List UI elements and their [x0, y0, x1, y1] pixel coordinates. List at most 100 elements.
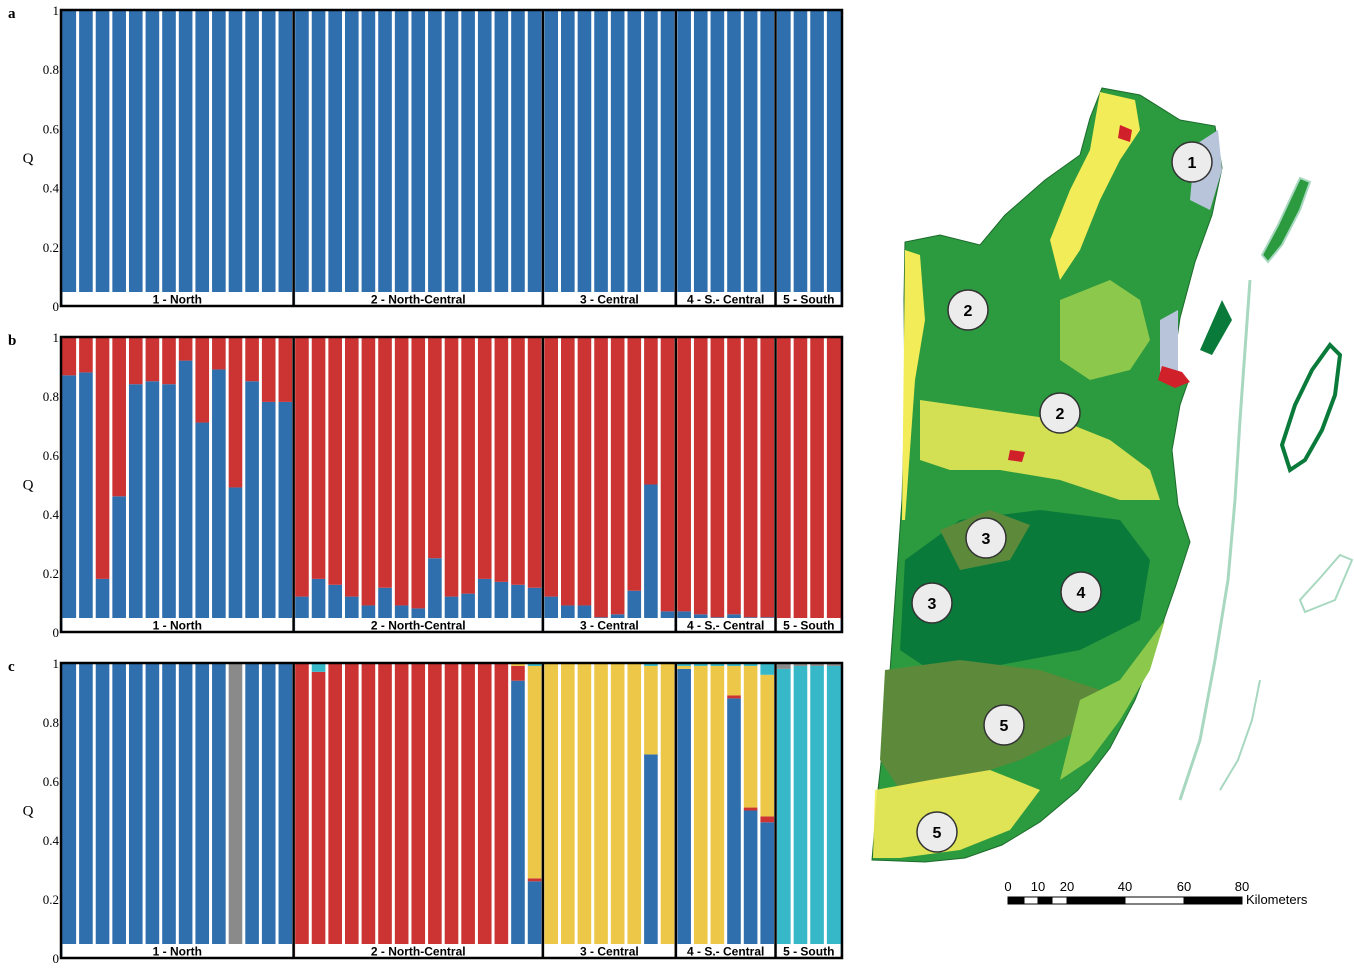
group-label: 5 - South: [783, 945, 834, 959]
bar-segment: [144, 337, 161, 382]
scale-tick-label: 10: [1031, 879, 1045, 894]
bar-segment: [61, 663, 78, 958]
region-marker-label: 1: [1188, 155, 1197, 172]
bar-segment: [310, 10, 327, 306]
bar-segment: [493, 663, 510, 958]
bar-segment: [692, 10, 710, 306]
region-marker-circle: [1039, 392, 1081, 434]
bar-segment: [576, 337, 593, 606]
bar-segment: [509, 10, 527, 306]
bar-segment: [576, 10, 593, 306]
y-tick-label: 0.4: [43, 833, 60, 848]
bar-segment: [459, 663, 477, 958]
bar-segment: [260, 401, 278, 632]
cayes-and-reef: [1178, 176, 1354, 801]
bar-segment: [775, 663, 793, 669]
scale-tick-label: 60: [1177, 879, 1191, 894]
bar-segment: [692, 337, 710, 615]
group-label: 2 - North-Central: [371, 619, 466, 633]
scale-tick-label: 20: [1060, 879, 1074, 894]
urban-belize-city: [1158, 366, 1190, 388]
bar-segment: [193, 337, 211, 423]
panel-label: a: [8, 6, 16, 22]
bar-segment: [692, 665, 710, 956]
bar-segment: [193, 663, 211, 958]
bar-segment: [127, 663, 145, 958]
group-label: 3 - Central: [580, 619, 639, 633]
bar-segment: [675, 663, 693, 666]
bar-segment: [476, 337, 494, 579]
bar-segment: [277, 663, 294, 958]
region-marker-label: 2: [1056, 406, 1065, 423]
south-agriculture: [873, 770, 1040, 858]
bar-segment: [526, 878, 543, 882]
bar-segment: [277, 10, 294, 306]
group-label: 3 - Central: [580, 293, 639, 307]
bar-segment: [459, 337, 477, 594]
bar-segment: [742, 665, 759, 808]
bar-segment: [758, 10, 776, 306]
panel-label: b: [8, 333, 16, 349]
bar-segment: [792, 663, 809, 666]
bar-segment: [426, 558, 444, 632]
y-axis-label: Q: [23, 151, 34, 167]
bar-segment: [709, 665, 726, 956]
bar-segment: [725, 665, 743, 696]
region-marker-circle: [916, 811, 958, 853]
bar-segment: [609, 663, 626, 958]
bar-segment: [625, 10, 643, 306]
bar-segment: [293, 663, 311, 958]
group-label: 2 - North-Central: [371, 945, 466, 959]
bar-segment: [792, 665, 809, 956]
group-label-bg: [62, 292, 293, 306]
bar-segment: [260, 663, 278, 958]
bar-segment: [144, 663, 161, 958]
bar-segment: [609, 10, 626, 306]
bar-segment: [393, 337, 410, 606]
bar-segment: [526, 881, 543, 958]
group-label: 5 - South: [783, 619, 834, 633]
y-tick-label: 0: [53, 951, 60, 966]
bar-segment: [625, 663, 643, 958]
bar-segment: [310, 663, 327, 672]
bar-segment: [243, 10, 261, 306]
bar-segment: [360, 10, 377, 306]
group-label: 4 - S.- Central: [687, 293, 764, 307]
bar-segment: [127, 384, 145, 632]
bar-segment: [825, 663, 842, 666]
bar-segment: [775, 668, 793, 953]
region-marker: 3: [965, 517, 1007, 559]
bar-segment: [742, 810, 759, 958]
bar-segment: [709, 10, 726, 306]
bar-segment: [210, 337, 228, 370]
bar-segment: [592, 10, 610, 306]
bar-segment: [725, 698, 743, 958]
panel-frame: [59, 335, 844, 634]
bar-segment: [808, 10, 826, 306]
bar-segment: [792, 10, 809, 306]
agriculture-west: [902, 250, 925, 520]
bar-segment: [526, 665, 543, 879]
agriculture-central: [920, 400, 1160, 500]
coastal-lagoon: [1200, 300, 1232, 355]
group-label: 1 - North: [153, 293, 202, 307]
bar-segment: [177, 360, 194, 632]
bar-segment: [742, 337, 759, 618]
bar-segment: [110, 663, 128, 958]
bar-segment: [659, 10, 676, 306]
group-label-bg: [62, 618, 293, 632]
bar-segment: [725, 10, 743, 306]
region-marker-circle: [947, 289, 989, 331]
bar-segment: [94, 10, 111, 306]
y-tick-label: 0.2: [43, 892, 59, 907]
bar-segment: [110, 10, 128, 306]
panel-a: a Q 0 0.2 0.4 0.6 0.8 1 1 - North 2 - North-Centr…: [8, 3, 844, 314]
bar-segment: [77, 337, 95, 373]
bar-segment: [476, 10, 494, 306]
bar-segment: [277, 401, 294, 632]
bar-segment: [625, 337, 643, 591]
bar-segment: [77, 372, 95, 632]
turneffe-atoll: [1279, 341, 1343, 474]
y-tick-label: 0.6: [43, 774, 60, 789]
